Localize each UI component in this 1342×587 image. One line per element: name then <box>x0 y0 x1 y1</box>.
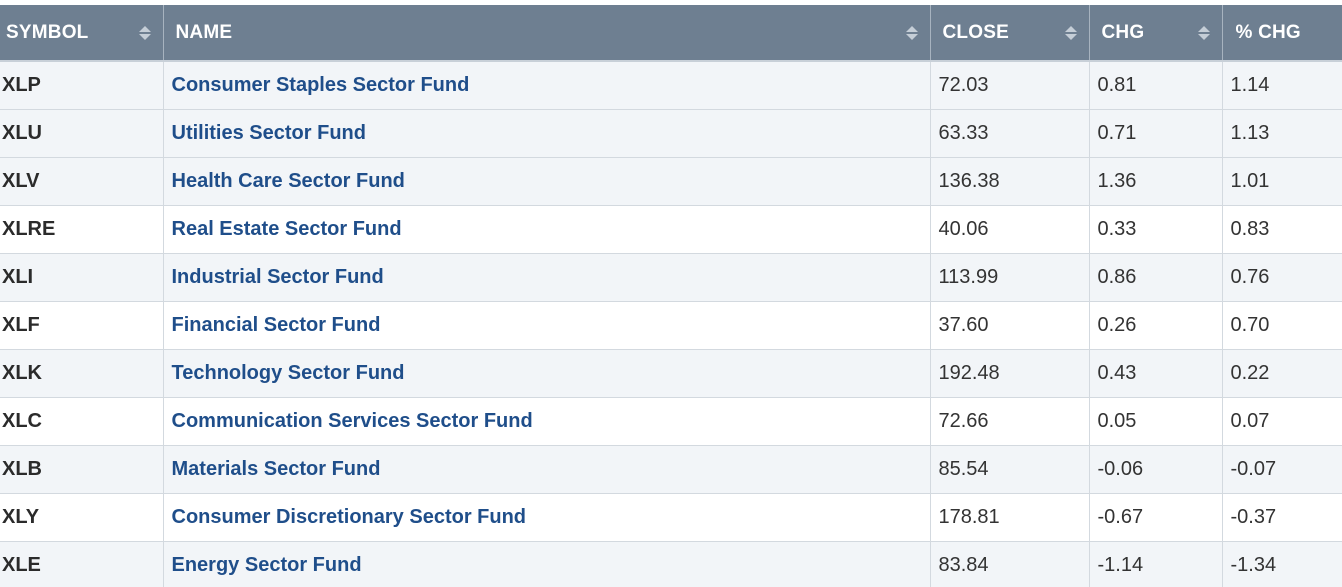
cell-close: 113.99 <box>930 253 1090 302</box>
table-row: XLV Health Care Sector Fund 136.38 1.36 … <box>0 157 1342 206</box>
sector-fund-table: SYMBOL NAME CLOSE <box>0 5 1342 587</box>
table-row: XLRE Real Estate Sector Fund 40.06 0.33 … <box>0 205 1342 254</box>
cell-chg: 0.81 <box>1089 61 1223 110</box>
cell-chg: 0.43 <box>1089 349 1223 398</box>
cell-close: 136.38 <box>930 157 1090 206</box>
cell-pct-chg: -0.07 <box>1222 445 1342 494</box>
column-header-label: SYMBOL <box>6 21 89 43</box>
sort-arrows-icon[interactable] <box>138 25 151 40</box>
cell-pct-chg: 0.83 <box>1222 205 1342 254</box>
fund-name-link[interactable]: Technology Sector Fund <box>163 349 931 398</box>
cell-close: 178.81 <box>930 493 1090 542</box>
cell-chg: 1.36 <box>1089 157 1223 206</box>
cell-chg: -0.06 <box>1089 445 1223 494</box>
sort-arrows-icon[interactable] <box>905 25 918 40</box>
cell-pct-chg: 1.13 <box>1222 109 1342 158</box>
cell-chg: 0.33 <box>1089 205 1223 254</box>
table-row: XLY Consumer Discretionary Sector Fund 1… <box>0 493 1342 542</box>
fund-name-link[interactable]: Utilities Sector Fund <box>163 109 931 158</box>
cell-chg: -1.14 <box>1089 541 1223 587</box>
cell-symbol: XLP <box>0 61 164 110</box>
cell-pct-chg: 0.07 <box>1222 397 1342 446</box>
column-header-label: NAME <box>175 21 233 43</box>
cell-pct-chg: 0.70 <box>1222 301 1342 350</box>
column-header-label: CLOSE <box>942 21 1009 43</box>
cell-close: 72.66 <box>930 397 1090 446</box>
cell-pct-chg: 0.76 <box>1222 253 1342 302</box>
cell-chg: 0.05 <box>1089 397 1223 446</box>
table-body: XLP Consumer Staples Sector Fund 72.03 0… <box>0 61 1342 587</box>
cell-close: 40.06 <box>930 205 1090 254</box>
column-header-label: CHG <box>1101 21 1145 43</box>
table-row: XLC Communication Services Sector Fund 7… <box>0 397 1342 446</box>
column-header-chg[interactable]: CHG <box>1089 5 1223 62</box>
cell-chg: 0.86 <box>1089 253 1223 302</box>
cell-close: 37.60 <box>930 301 1090 350</box>
cell-close: 83.84 <box>930 541 1090 587</box>
fund-name-link[interactable]: Consumer Discretionary Sector Fund <box>163 493 931 542</box>
header-row: SYMBOL NAME CLOSE <box>0 5 1342 62</box>
cell-symbol: XLU <box>0 109 164 158</box>
cell-symbol: XLI <box>0 253 164 302</box>
cell-symbol: XLC <box>0 397 164 446</box>
cell-symbol: XLK <box>0 349 164 398</box>
cell-close: 63.33 <box>930 109 1090 158</box>
cell-pct-chg: 1.14 <box>1222 61 1342 110</box>
column-header-symbol[interactable]: SYMBOL <box>0 5 164 62</box>
fund-name-link[interactable]: Materials Sector Fund <box>163 445 931 494</box>
table-header: SYMBOL NAME CLOSE <box>0 5 1342 62</box>
column-header-pct-chg[interactable]: % CHG <box>1222 5 1342 62</box>
sort-arrows-icon[interactable] <box>1064 25 1077 40</box>
cell-close: 72.03 <box>930 61 1090 110</box>
table-row: XLI Industrial Sector Fund 113.99 0.86 0… <box>0 253 1342 302</box>
cell-symbol: XLE <box>0 541 164 587</box>
cell-symbol: XLV <box>0 157 164 206</box>
top-spacer <box>0 0 1342 5</box>
table-row: XLB Materials Sector Fund 85.54 -0.06 -0… <box>0 445 1342 494</box>
fund-name-link[interactable]: Real Estate Sector Fund <box>163 205 931 254</box>
cell-chg: -0.67 <box>1089 493 1223 542</box>
fund-name-link[interactable]: Communication Services Sector Fund <box>163 397 931 446</box>
sort-arrows-icon[interactable] <box>1197 25 1210 40</box>
fund-name-link[interactable]: Financial Sector Fund <box>163 301 931 350</box>
cell-pct-chg: 1.01 <box>1222 157 1342 206</box>
column-header-label: % CHG <box>1235 21 1301 43</box>
cell-symbol: XLRE <box>0 205 164 254</box>
cell-close: 85.54 <box>930 445 1090 494</box>
cell-chg: 0.71 <box>1089 109 1223 158</box>
fund-name-link[interactable]: Industrial Sector Fund <box>163 253 931 302</box>
cell-chg: 0.26 <box>1089 301 1223 350</box>
cell-pct-chg: 0.22 <box>1222 349 1342 398</box>
cell-symbol: XLF <box>0 301 164 350</box>
table-row: XLE Energy Sector Fund 83.84 -1.14 -1.34 <box>0 541 1342 587</box>
table-row: XLK Technology Sector Fund 192.48 0.43 0… <box>0 349 1342 398</box>
cell-close: 192.48 <box>930 349 1090 398</box>
fund-name-link[interactable]: Health Care Sector Fund <box>163 157 931 206</box>
column-header-name[interactable]: NAME <box>163 5 931 62</box>
fund-name-link[interactable]: Energy Sector Fund <box>163 541 931 587</box>
column-header-close[interactable]: CLOSE <box>930 5 1090 62</box>
cell-pct-chg: -1.34 <box>1222 541 1342 587</box>
cell-symbol: XLB <box>0 445 164 494</box>
cell-symbol: XLY <box>0 493 164 542</box>
cell-pct-chg: -0.37 <box>1222 493 1342 542</box>
table-row: XLF Financial Sector Fund 37.60 0.26 0.7… <box>0 301 1342 350</box>
fund-name-link[interactable]: Consumer Staples Sector Fund <box>163 61 931 110</box>
table-row: XLU Utilities Sector Fund 63.33 0.71 1.1… <box>0 109 1342 158</box>
table-row: XLP Consumer Staples Sector Fund 72.03 0… <box>0 61 1342 110</box>
